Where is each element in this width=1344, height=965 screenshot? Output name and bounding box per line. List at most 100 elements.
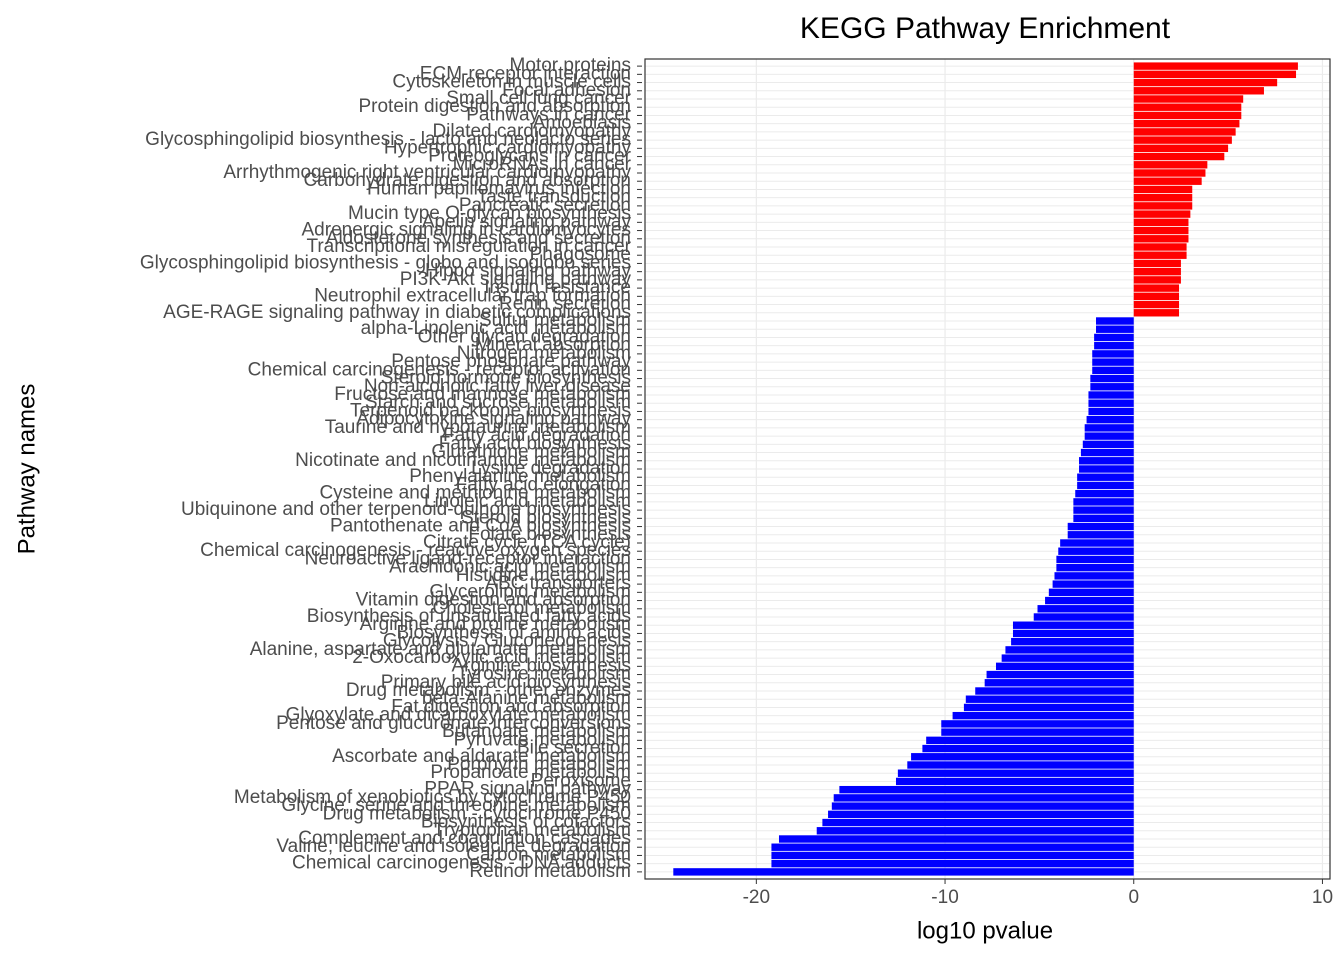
bar (1001, 654, 1134, 662)
y-tick-label: Pyruvate metabolism (454, 729, 631, 750)
y-tick-label: Drug metabolism - cytochrome P450 (323, 803, 631, 824)
y-tick-label: Cholesterol metabolism (432, 598, 631, 619)
y-tick-label: Amoebiasis (533, 113, 631, 134)
y-tick-label: Carbohydrate digestion and absorption (304, 170, 631, 191)
bar (1082, 440, 1134, 449)
bar (1133, 87, 1264, 95)
y-tick-label: Glycosphingolipid biosynthesis - globo a… (140, 252, 631, 273)
y-tick-label: ABC transporters (485, 573, 631, 594)
y-tick-label: Lysine degradation (471, 458, 631, 479)
y-tick-label: Dilated cardiomyopathy (432, 121, 631, 142)
bar (1133, 284, 1180, 292)
bar (1133, 300, 1180, 309)
y-tick-label: Hippo signaling pathway (425, 261, 631, 282)
bar (816, 827, 1134, 835)
bar (1133, 309, 1180, 317)
y-tick-label: Phenylalanine metabolism (409, 466, 631, 487)
y-tick-label: Mineral absorption (475, 335, 631, 356)
y-tick-label: PPAR signaling pathway (424, 779, 631, 800)
bar (1133, 119, 1240, 128)
y-tick-label: Pancreatic secretion (459, 195, 631, 216)
y-tick-label: Non-alcoholic fatty liver disease (364, 376, 631, 397)
y-tick-label: Transcriptional misregulation in cancer (306, 236, 631, 257)
bar (1045, 596, 1134, 605)
bar (778, 835, 1134, 843)
bar (1073, 514, 1134, 523)
bar (1011, 637, 1134, 646)
y-tick-label: Fructose and mannose metabolism (334, 384, 631, 405)
plot-border (644, 58, 1331, 880)
y-tick-label: Insulin resistance (484, 277, 631, 298)
bar (941, 728, 1134, 736)
y-tick-label: Bile secretion (517, 738, 631, 759)
chart-title: KEGG Pathway Enrichment (800, 12, 1171, 45)
bar (1133, 259, 1181, 268)
y-tick-label: Human papillomavirus infection (367, 178, 631, 199)
bar (1133, 267, 1181, 276)
bar (1012, 629, 1134, 638)
bar (895, 777, 1134, 786)
y-tick-label: alpha-Linolenic acid metabolism (361, 318, 631, 339)
bar (1073, 506, 1134, 514)
y-tick-label: Adipocytokine signaling pathway (356, 409, 631, 430)
bar (922, 744, 1134, 753)
x-tick-label: -20 (743, 887, 770, 908)
bar (1092, 350, 1134, 358)
bar (1060, 539, 1134, 547)
y-tick-label: Aldosterone synthesis and secretion (326, 228, 631, 249)
y-tick-label: Neuroactive ligand-receptor interaction (305, 548, 631, 569)
bar (907, 761, 1134, 769)
bar (1133, 152, 1225, 161)
bar (1012, 621, 1134, 629)
bar (897, 769, 1134, 777)
y-tick-label: Citrate cycle (TCA cycle) (423, 532, 631, 553)
y-tick-label: Neutrophil extracellular trap formation (314, 285, 631, 306)
bar (1005, 646, 1134, 654)
y-tick-label: Adrenergic signaling in cardiomyocytes (302, 220, 632, 241)
y-tick-label: Arachidonic acid metabolism (389, 557, 631, 578)
y-tick-label: Complement and coagulation cascades (298, 828, 631, 849)
y-tick-label: Arginine biosynthesis (451, 655, 631, 676)
bar (995, 662, 1134, 671)
bar (1054, 572, 1134, 580)
bar (1086, 415, 1134, 424)
bar (1094, 333, 1134, 342)
bar (1133, 292, 1180, 301)
bar (828, 810, 1134, 819)
bar (1133, 251, 1187, 259)
bar (1133, 169, 1206, 177)
y-tick-label: Glyoxylate and dicarboxylate metabolism (286, 705, 631, 726)
bar (911, 753, 1134, 761)
bar (1033, 613, 1134, 621)
y-tick-label: Pantothenate and CoA biosynthesis (330, 516, 631, 537)
x-tick-label: -10 (931, 887, 958, 908)
y-tick-label: Cysteine and methionine metabolism (319, 483, 631, 504)
y-tick-label: Chemical carcinogenesis - receptor activ… (248, 359, 631, 380)
y-tick-label: Primary bile acid biosynthesis (381, 672, 631, 693)
y-tick-label: Small cell lung cancer (446, 88, 631, 109)
y-tick-label: Chemical carcinogenesis - DNA adducts (292, 853, 631, 874)
y-tick-label: Focal adhesion (502, 80, 631, 101)
bar (1080, 448, 1134, 457)
bar (1133, 177, 1202, 185)
bar (771, 859, 1134, 868)
bar (839, 785, 1134, 794)
bar (1133, 62, 1298, 70)
y-tick-label: Ubiquinone and other terpenoid-quinone b… (181, 499, 631, 520)
y-tick-label: Carbon metabolism (466, 844, 631, 865)
bar (822, 818, 1134, 827)
bar (771, 843, 1134, 851)
y-tick-label: Hypertrophic cardiomyopathy (384, 137, 632, 158)
bar (831, 802, 1134, 810)
y-tick-label: Sulfur metabolism (479, 310, 631, 331)
bar (1133, 136, 1232, 144)
y-tick-label: Taurine and hypotaurine metabolism (325, 417, 631, 438)
y-tick-label: Alanine, aspartate and glutamate metabol… (250, 639, 631, 660)
bar (1037, 605, 1134, 613)
y-tick-label: Butanoate metabolism (442, 721, 631, 742)
y-tick-label: Biosynthesis of unsaturated fatty acids (307, 606, 631, 627)
y-tick-label: beta-Alanine metabolism (422, 688, 631, 709)
bar (1092, 366, 1134, 375)
bar (1048, 588, 1134, 597)
